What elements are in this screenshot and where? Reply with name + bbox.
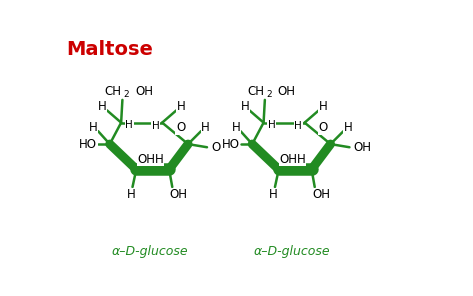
Text: H: H bbox=[127, 188, 135, 201]
Text: H: H bbox=[319, 100, 328, 113]
Text: H: H bbox=[344, 121, 352, 134]
Text: H: H bbox=[297, 153, 306, 166]
Text: O: O bbox=[318, 121, 328, 134]
Text: OH: OH bbox=[312, 188, 330, 201]
Text: HO: HO bbox=[222, 138, 240, 151]
Text: H: H bbox=[176, 100, 185, 113]
Text: OH: OH bbox=[135, 85, 153, 98]
Text: HO: HO bbox=[79, 138, 97, 151]
Text: H: H bbox=[201, 121, 210, 134]
Text: 2: 2 bbox=[124, 90, 130, 99]
Text: H: H bbox=[125, 120, 133, 130]
Text: H: H bbox=[268, 120, 276, 130]
Text: α–D-glucose: α–D-glucose bbox=[111, 244, 188, 258]
Text: H: H bbox=[155, 153, 163, 166]
Text: OH: OH bbox=[278, 85, 296, 98]
Text: H: H bbox=[98, 100, 107, 113]
Text: OH: OH bbox=[169, 188, 187, 201]
Text: O: O bbox=[176, 121, 185, 134]
Text: 2: 2 bbox=[266, 90, 272, 99]
Text: CH: CH bbox=[105, 85, 122, 98]
Text: H: H bbox=[152, 121, 160, 131]
Text: H: H bbox=[240, 100, 249, 113]
Text: OH: OH bbox=[137, 153, 156, 166]
Text: OH: OH bbox=[280, 153, 298, 166]
Text: OH: OH bbox=[353, 141, 372, 154]
Text: OH: OH bbox=[211, 141, 229, 154]
Text: H: H bbox=[294, 121, 302, 131]
Text: Maltose: Maltose bbox=[67, 40, 153, 59]
Text: H: H bbox=[89, 121, 98, 134]
Text: H: H bbox=[232, 121, 240, 134]
Text: α–D-glucose: α–D-glucose bbox=[254, 244, 330, 258]
Text: H: H bbox=[269, 188, 278, 201]
Text: CH: CH bbox=[247, 85, 264, 98]
